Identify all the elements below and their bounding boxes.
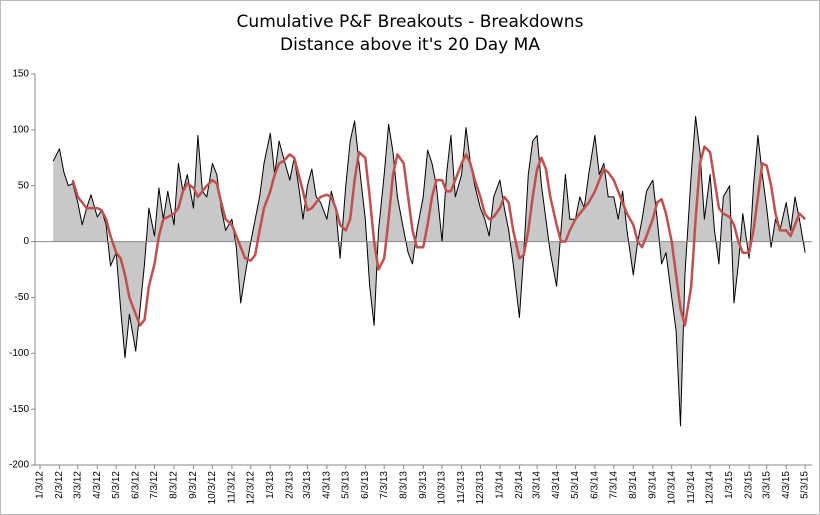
x-tick-label: 5/3/14 [570,471,581,499]
y-tick-label: -50 [15,292,30,303]
y-tick-label: -200 [9,460,29,471]
y-tick-label: 0 [23,236,29,247]
y-tick-label: 100 [12,124,29,135]
x-tick-label: 6/3/14 [590,471,601,499]
x-tick-label: 1/3/14 [495,471,506,499]
x-tick-label: 12/3/13 [475,471,486,505]
x-tick-label: 3/3/12 [72,471,83,499]
y-tick-label: -150 [9,404,29,415]
x-tick-label: 8/3/12 [169,471,180,499]
x-tick-label: 11/3/13 [456,471,467,504]
x-tick-label: 7/3/13 [379,471,390,499]
area [53,116,806,426]
y-tick-label: -100 [9,348,29,359]
x-tick-label: 2/3/15 [744,471,755,499]
x-tick-label: 3/3/14 [532,471,543,499]
x-tick-label: 2/3/14 [514,471,525,499]
x-tick-label: 9/3/13 [418,471,429,499]
x-tick-label: 4/3/12 [92,471,103,499]
x-tick-label: 10/3/13 [437,471,448,505]
x-tick-label: 4/3/14 [551,471,562,499]
x-tick-label: 1/3/15 [724,471,735,499]
chart-subtitle: Distance above it's 20 Day MA [280,35,540,55]
x-tick-label: 9/3/12 [188,471,199,499]
x-tick-label: 12/3/14 [705,471,716,505]
x-tick-label: 3/3/15 [761,471,772,499]
x-tick-label: 7/3/14 [608,471,619,499]
y-tick-label: 150 [12,69,29,80]
x-tick-label: 4/3/13 [322,471,333,499]
x-tick-label: 8/3/14 [628,471,639,499]
y-tick-label: 50 [18,180,30,191]
x-tick-label: 5/3/15 [800,471,811,499]
x-tick-label: 6/3/12 [130,471,141,499]
x-tick-label: 11/3/12 [227,471,238,504]
x-tick-label: 5/3/12 [111,471,122,499]
x-tick-label: 1/3/12 [35,471,46,499]
x-tick-label: 11/3/14 [686,471,697,504]
x-tick-label: 4/3/15 [781,471,792,499]
x-tick-label: 3/3/13 [302,471,313,499]
x-tick-label: 10/3/14 [666,471,677,505]
x-tick-label: 5/3/13 [340,471,351,499]
x-tick-label: 9/3/14 [647,471,658,499]
x-tick-label: 12/3/12 [245,471,256,505]
x-tick-label: 2/3/13 [284,471,295,499]
line [52,116,806,427]
line [71,145,806,327]
chart-title: Cumulative P&F Breakouts - Breakdowns [237,12,584,32]
x-tick-label: 10/3/12 [207,471,218,505]
x-tick-label: 8/3/13 [398,471,409,499]
x-tick-label: 1/3/13 [265,471,276,499]
x-tick-label: 6/3/13 [360,471,371,499]
x-tick-label: 2/3/12 [54,471,65,499]
x-tick-label: 7/3/12 [149,471,160,499]
